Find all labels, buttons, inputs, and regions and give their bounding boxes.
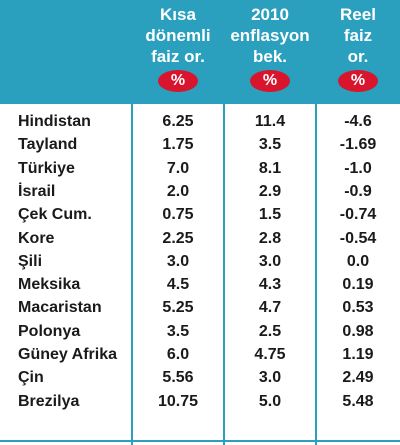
real-rate-cell: -1.0 — [344, 159, 372, 177]
table-row: Güney Afrika 6.0 4.75 1.19 — [0, 343, 400, 366]
real-rate-cell: 0.98 — [342, 322, 374, 340]
header-line: 2010 — [251, 5, 289, 24]
table-row: Macaristan 5.25 4.7 0.53 — [0, 296, 400, 319]
country-cell: Çin — [18, 369, 44, 387]
table-row: Çek Cum. 0.75 1.5 -0.74 — [0, 203, 400, 226]
short-rate-cell: 6.25 — [162, 113, 194, 130]
short-rate-cell: 5.25 — [162, 299, 194, 317]
inflation-cell: 1.5 — [258, 206, 282, 224]
header-line: enflasyon — [230, 26, 310, 45]
short-rate-cell: 6.0 — [166, 346, 190, 363]
percent-badge: % — [250, 70, 290, 92]
header-line: Kısa — [160, 5, 196, 24]
header-line: Reel — [340, 5, 376, 24]
table-body — [0, 104, 400, 445]
country-cell: Brezilya — [18, 392, 80, 410]
country-cell: Güney Afrika — [18, 346, 117, 363]
short-rate-cell: 5.56 — [162, 369, 194, 387]
country-cell: Meksika — [18, 276, 81, 294]
country-cell: Kore — [18, 229, 55, 247]
header-short-rate: Kısa dönemli faiz or. % — [132, 0, 224, 104]
real-rate-cell: -0.54 — [339, 229, 377, 247]
country-cell: Macaristan — [18, 299, 102, 317]
header-inflation-2010: 2010 enflasyon bek. % — [224, 0, 316, 104]
table-row: Kore 2.25 2.8 -0.54 — [0, 227, 400, 250]
inflation-cell: 2.5 — [258, 322, 282, 340]
inflation-cell: 4.3 — [258, 276, 282, 294]
country-cell: Tayland — [18, 136, 78, 154]
short-rate-cell: 10.75 — [157, 392, 199, 410]
inflation-cell: 5.0 — [258, 392, 282, 410]
inflation-cell: 3.0 — [258, 369, 282, 387]
country-cell: Polonya — [18, 322, 81, 340]
table-row: Tayland 1.75 3.5 -1.69 — [0, 133, 400, 156]
inflation-cell: 4.7 — [258, 299, 282, 317]
table-row: İsrail 2.0 2.9 -0.9 — [0, 180, 400, 203]
real-rate-cell: 2.49 — [342, 369, 374, 387]
table-row: Çin 5.56 3.0 2.49 — [0, 366, 400, 389]
header-line: or. — [347, 47, 369, 66]
real-rate-cell: 0.0 — [346, 252, 370, 270]
column-divider — [223, 0, 225, 445]
column-divider — [131, 0, 133, 445]
country-cell: Türkiye — [18, 159, 75, 177]
table-header: Kısa dönemli faiz or. % 2010 enflasyon b… — [0, 0, 400, 104]
country-cell: Şili — [18, 252, 43, 270]
inflation-cell: 3.5 — [258, 136, 282, 154]
short-rate-cell: 1.75 — [162, 136, 194, 154]
real-rate-cell: -4.6 — [344, 113, 372, 130]
inflation-cell: 2.9 — [258, 182, 282, 200]
short-rate-cell: 4.5 — [166, 276, 190, 294]
real-rate-cell: 0.53 — [342, 299, 374, 317]
real-rate-cell: 0.19 — [342, 276, 374, 294]
short-rate-cell: 3.5 — [166, 322, 190, 340]
bottom-border — [0, 440, 400, 442]
real-rate-cell: -0.74 — [339, 206, 377, 224]
header-real-rate: Reel faiz or. % — [316, 0, 400, 104]
country-cell: Hindistan — [18, 113, 91, 130]
short-rate-cell: 2.25 — [162, 229, 194, 247]
short-rate-cell: 2.0 — [166, 182, 190, 200]
country-cell: İsrail — [18, 182, 56, 200]
table-row: Meksika 4.5 4.3 0.19 — [0, 273, 400, 296]
short-rate-cell: 0.75 — [162, 206, 194, 224]
country-cell: Çek Cum. — [18, 206, 92, 224]
short-rate-cell: 3.0 — [166, 252, 190, 270]
header-line: dönemli — [145, 26, 211, 45]
table-row: Polonya 3.5 2.5 0.98 — [0, 320, 400, 343]
table-row: Brezilya 10.75 5.0 5.48 — [0, 390, 400, 413]
percent-badge: % — [158, 70, 198, 92]
header-line: faiz or. — [151, 47, 205, 66]
percent-badge: % — [338, 70, 378, 92]
table-row: Şili 3.0 3.0 0.0 — [0, 250, 400, 273]
inflation-cell: 3.0 — [258, 252, 282, 270]
inflation-cell: 11.4 — [254, 113, 286, 130]
header-line: faiz — [343, 26, 373, 45]
inflation-cell: 4.75 — [254, 346, 286, 363]
short-rate-cell: 7.0 — [166, 159, 190, 177]
table-row: Hindistan 6.25 11.4 -4.6 — [0, 110, 400, 133]
real-rate-cell: 1.19 — [342, 346, 374, 363]
real-rate-cell: -1.69 — [339, 136, 377, 154]
column-divider — [315, 0, 317, 445]
header-line: bek. — [252, 47, 288, 66]
inflation-cell: 2.8 — [258, 229, 282, 247]
real-rate-cell: 5.48 — [342, 392, 374, 410]
real-rate-cell: -0.9 — [344, 182, 372, 200]
table-row: Türkiye 7.0 8.1 -1.0 — [0, 157, 400, 180]
inflation-cell: 8.1 — [258, 159, 282, 177]
